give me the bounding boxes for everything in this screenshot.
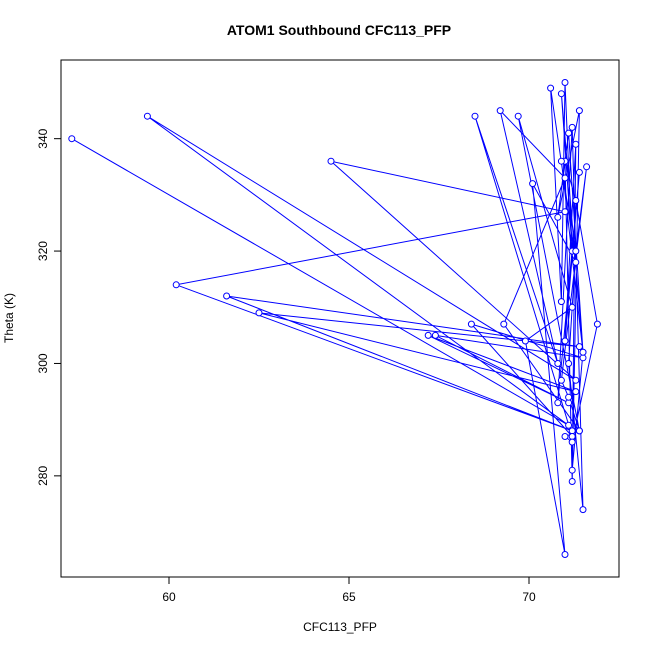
data-point bbox=[575, 343, 583, 351]
data-point bbox=[255, 309, 263, 317]
data-point bbox=[565, 360, 573, 367]
data-point bbox=[496, 107, 504, 115]
y-tick-label: 340 bbox=[36, 128, 50, 148]
data-point bbox=[561, 433, 569, 440]
data-point bbox=[557, 90, 565, 98]
data-point bbox=[579, 348, 587, 356]
data-point bbox=[568, 478, 576, 485]
data-point bbox=[568, 123, 576, 131]
data-point bbox=[575, 427, 583, 435]
data-point bbox=[565, 129, 573, 137]
data-point bbox=[557, 376, 565, 384]
data-point bbox=[327, 157, 335, 165]
data-point bbox=[575, 107, 583, 115]
data-point bbox=[514, 112, 522, 120]
data-point bbox=[172, 281, 180, 289]
data-point bbox=[572, 388, 580, 396]
data-point bbox=[467, 320, 475, 328]
y-axis-label: Theta (K) bbox=[2, 293, 16, 343]
x-tick-label: 60 bbox=[162, 590, 176, 604]
data-point bbox=[565, 393, 573, 401]
plot-frame bbox=[60, 59, 620, 578]
data-point bbox=[561, 174, 569, 182]
y-tick-label: 280 bbox=[36, 466, 50, 486]
chart-title: ATOM1 Southbound CFC113_PFP bbox=[227, 22, 451, 38]
data-point bbox=[547, 84, 555, 92]
data-point bbox=[471, 112, 479, 120]
data-point bbox=[68, 135, 76, 143]
data-point bbox=[554, 360, 562, 367]
data-point bbox=[568, 303, 576, 311]
data-point bbox=[575, 168, 583, 176]
data-point bbox=[554, 399, 562, 407]
data-point bbox=[572, 247, 580, 255]
y-axis: 280 300 320 340 bbox=[36, 128, 61, 486]
data-point bbox=[561, 208, 569, 216]
data-point bbox=[568, 466, 576, 474]
x-axis-label: CFC113_PFP bbox=[303, 620, 377, 634]
data-point bbox=[557, 298, 565, 306]
data-point bbox=[572, 258, 580, 266]
x-tick-label: 65 bbox=[342, 590, 356, 604]
data-point bbox=[424, 331, 432, 339]
y-tick-label: 320 bbox=[36, 241, 50, 261]
data-point bbox=[143, 112, 151, 120]
data-point bbox=[568, 438, 576, 446]
data-point bbox=[583, 163, 591, 171]
data-point bbox=[593, 320, 601, 328]
data-point bbox=[561, 551, 569, 558]
data-point bbox=[431, 331, 439, 339]
x-axis: 60 65 70 bbox=[162, 577, 536, 604]
series-line bbox=[71, 82, 598, 555]
data-point bbox=[223, 292, 231, 300]
data-point bbox=[561, 337, 569, 345]
data-point bbox=[565, 421, 573, 429]
data-point bbox=[500, 320, 508, 328]
data-point bbox=[572, 376, 580, 384]
data-point bbox=[557, 157, 565, 165]
y-tick-label: 300 bbox=[36, 353, 50, 373]
data-point bbox=[572, 197, 580, 204]
series-cfc113-pfp bbox=[68, 79, 601, 558]
x-tick-label: 70 bbox=[522, 590, 536, 604]
data-point bbox=[521, 337, 529, 345]
data-point bbox=[561, 79, 569, 86]
data-point bbox=[554, 213, 562, 221]
data-point bbox=[579, 506, 587, 514]
data-point bbox=[529, 180, 537, 188]
data-point bbox=[572, 140, 580, 148]
